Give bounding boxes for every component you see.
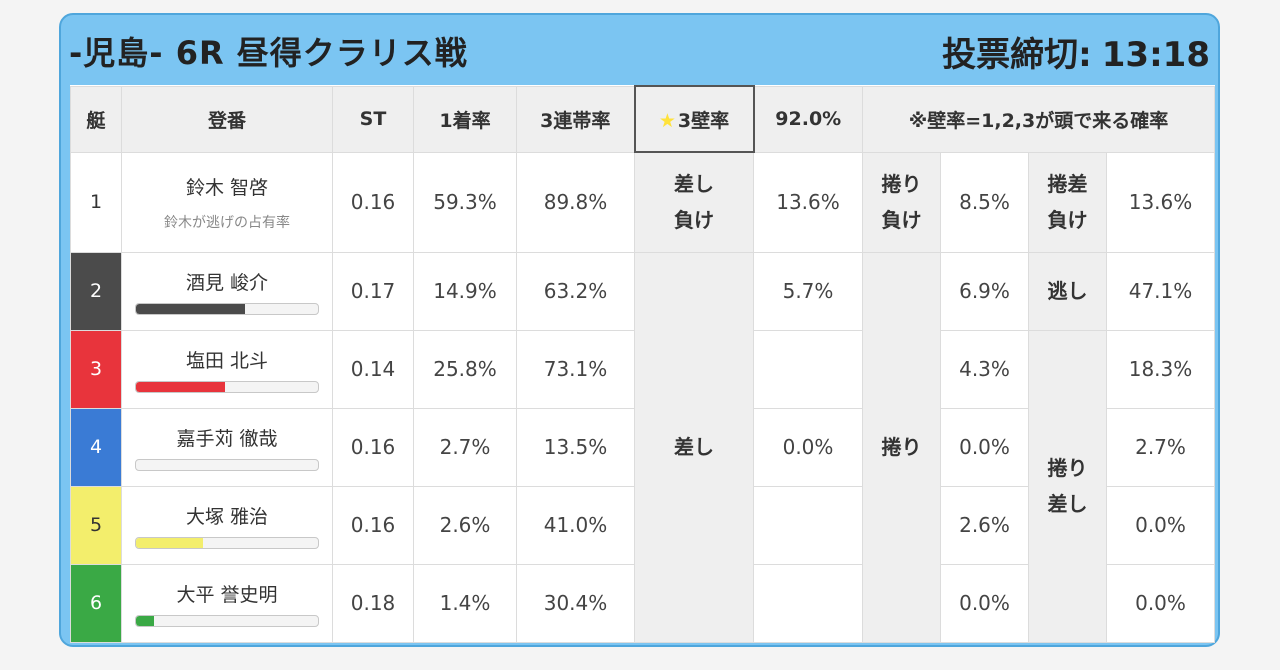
star-icon: ★ [658,109,676,132]
makuri-value: 2.6% [940,485,1029,565]
boat-number: 2 [70,251,122,331]
makuri-value: 0.0% [940,407,1029,487]
racer-name: 嘉手苅 徹哉 [176,427,278,450]
col-first-rate: 1着率 [413,85,517,153]
table-header-row: 艇 登番 ST 1着率 3連帯率 ★ 3壁率 92.0% ※壁率=1,2,3が頭で… [70,85,1215,153]
racer-name: 酒見 峻介 [185,271,269,294]
racer-cell: 大塚 雅治 [121,485,333,565]
racer-name: 大塚 雅治 [185,505,269,528]
racer-bar [135,458,319,471]
makuri-value: 4.3% [940,329,1029,409]
trio-rate-value: 41.0% [516,485,635,565]
trio-rate-value: 63.2% [516,251,635,331]
makurizashi-value: 0.0% [1106,563,1215,643]
col-boat: 艇 [70,85,122,153]
deadline-time: 13:18 [1101,34,1210,75]
boat-number: 1 [70,151,122,253]
racer-cell: 酒見 峻介 [121,251,333,331]
table-row: 2 酒見 峻介 0.17 14.9% 63.2% 差し 5.7% 捲り 6.9%… [70,251,1215,643]
racer-bar [135,380,319,393]
race-panel: -児島- 6R 昼得クラリス戦 投票締切: 13:18 艇 登番 ST 1着率 3… [59,13,1220,647]
racer-name: 鈴木 智啓 [185,176,269,199]
makuri-make-label: 捲り 負け [862,151,941,253]
nige-label: 逃し [1028,251,1107,331]
sashi-value [753,329,863,409]
deadline: 投票締切: 13:18 [942,27,1210,76]
makuri-value: 6.9% [940,251,1029,331]
st-value: 0.16 [332,485,414,565]
racer-bar-fill [136,303,246,314]
table-row: 1 鈴木 智啓 鈴木が逃げの占有率 0.16 59.3% 89.8% 差し 負け … [70,151,1215,253]
first-rate-value: 59.3% [413,151,517,253]
first-rate-value: 2.6% [413,485,517,565]
st-value: 0.16 [332,407,414,487]
first-rate-value: 2.7% [413,407,517,487]
table-row: 6 大平 誉史明 0.18 1.4% 30.4% 0.0% 0.0% [70,563,1215,643]
st-value: 0.16 [332,151,414,253]
makurizashi-value: 13.6% [1106,151,1215,253]
wall-rate-label: 3壁率 [677,109,730,132]
makuri-label: 捲り [862,251,941,643]
race-title: -児島- 6R 昼得クラリス戦 [69,34,468,72]
table-row: 4 嘉手苅 徹哉 0.16 2.7% 13.5% 0.0% 0.0% 2.7% [70,407,1215,487]
makurizashi-label: 捲り 差し [1028,329,1107,643]
racer-bar-fill [136,615,155,626]
racer-cell: 塩田 北斗 [121,329,333,409]
racer-cell: 大平 誉史明 [121,563,333,643]
racer-name: 大平 誉史明 [176,583,278,606]
sashi-value: 5.7% [753,251,863,331]
boat-number: 3 [70,329,122,409]
racer-name: 塩田 北斗 [185,349,269,372]
col-trio-rate: 3連帯率 [516,85,635,153]
table-row: 3 塩田 北斗 0.14 25.8% 73.1% 4.3% 捲り 差し 18.3% [70,329,1215,643]
wall-rate-value: 92.0% [753,85,863,153]
boat-number: 5 [70,485,122,565]
makurizashi-make-label: 捲差 負け [1028,151,1107,253]
racer-bar [135,302,319,315]
st-value: 0.18 [332,563,414,643]
st-value: 0.14 [332,329,414,409]
st-value: 0.17 [332,251,414,331]
racer-cell: 鈴木 智啓 鈴木が逃げの占有率 [121,151,333,253]
makurizashi-value: 47.1% [1106,251,1215,331]
sashi-value [753,563,863,643]
deadline-label: 投票締切: [942,34,1092,75]
boat-number: 4 [70,407,122,487]
race-header: -児島- 6R 昼得クラリス戦 投票締切: 13:18 [69,15,1210,87]
racer-bar-fill [136,537,204,548]
table-row: 5 大塚 雅治 0.16 2.6% 41.0% 2.6% 0.0% [70,485,1215,565]
sashi-value: 0.0% [753,407,863,487]
race-table: 艇 登番 ST 1着率 3連帯率 ★ 3壁率 92.0% ※壁率=1,2,3が頭で… [70,85,1215,643]
makuri-value: 8.5% [940,151,1029,253]
boat-number: 6 [70,563,122,643]
makurizashi-value: 0.0% [1106,485,1215,565]
col-st: ST [332,85,414,153]
trio-rate-value: 13.5% [516,407,635,487]
sashi-make-label: 差し 負け [634,151,754,253]
racer-cell: 嘉手苅 徹哉 [121,407,333,487]
makurizashi-value: 18.3% [1106,329,1215,409]
trio-rate-value: 89.8% [516,151,635,253]
trio-rate-value: 73.1% [516,329,635,409]
racer-bar [135,536,319,549]
wall-rate-note: ※壁率=1,2,3が頭で来る確率 [862,85,1215,153]
sashi-label: 差し [634,251,754,643]
makuri-value: 0.0% [940,563,1029,643]
racer-bar [135,614,319,627]
trio-rate-value: 30.4% [516,563,635,643]
racer-bar-fill [136,381,226,392]
first-rate-value: 14.9% [413,251,517,331]
first-rate-value: 25.8% [413,329,517,409]
wall-rate-header: ★ 3壁率 [633,85,755,153]
racer-sub: 鈴木が逃げの占有率 [164,214,290,231]
sashi-value [753,485,863,565]
first-rate-value: 1.4% [413,563,517,643]
makurizashi-value: 2.7% [1106,407,1215,487]
col-name: 登番 [121,85,333,153]
sashi-value: 13.6% [753,151,863,253]
